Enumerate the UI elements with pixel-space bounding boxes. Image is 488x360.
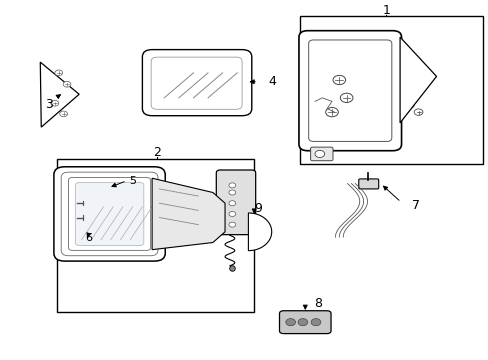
Circle shape	[325, 108, 338, 117]
Circle shape	[412, 63, 421, 69]
Circle shape	[332, 75, 345, 85]
Circle shape	[314, 150, 324, 157]
Text: 6: 6	[85, 233, 92, 243]
FancyBboxPatch shape	[54, 167, 165, 261]
Circle shape	[51, 100, 59, 106]
FancyBboxPatch shape	[279, 311, 330, 334]
Circle shape	[55, 70, 62, 76]
Circle shape	[297, 319, 307, 326]
FancyBboxPatch shape	[151, 57, 242, 109]
Text: 3: 3	[45, 99, 53, 112]
FancyBboxPatch shape	[308, 40, 391, 141]
Circle shape	[228, 222, 235, 227]
Circle shape	[63, 81, 71, 87]
Circle shape	[60, 111, 67, 117]
Polygon shape	[152, 178, 224, 249]
Text: 2: 2	[153, 146, 161, 159]
Circle shape	[405, 102, 413, 108]
Circle shape	[228, 211, 235, 216]
Polygon shape	[399, 37, 436, 123]
FancyBboxPatch shape	[216, 170, 255, 235]
FancyBboxPatch shape	[75, 183, 143, 246]
Text: 8: 8	[314, 297, 322, 310]
FancyBboxPatch shape	[68, 177, 150, 250]
Polygon shape	[248, 213, 271, 251]
Circle shape	[228, 190, 235, 195]
Bar	[300, 16, 482, 164]
FancyBboxPatch shape	[310, 147, 332, 161]
Polygon shape	[40, 62, 79, 127]
Text: 1: 1	[382, 4, 389, 17]
FancyBboxPatch shape	[61, 172, 158, 256]
Circle shape	[413, 109, 422, 115]
Circle shape	[402, 48, 411, 55]
Circle shape	[228, 201, 235, 206]
Circle shape	[340, 93, 352, 103]
Text: 4: 4	[268, 75, 276, 88]
Circle shape	[310, 319, 320, 326]
Circle shape	[228, 183, 235, 188]
Bar	[57, 158, 254, 312]
FancyBboxPatch shape	[142, 50, 251, 116]
Text: 7: 7	[411, 198, 419, 212]
Text: 9: 9	[254, 202, 262, 215]
FancyBboxPatch shape	[358, 179, 378, 189]
FancyBboxPatch shape	[298, 31, 401, 151]
Circle shape	[285, 319, 295, 326]
Text: 5: 5	[129, 176, 136, 186]
